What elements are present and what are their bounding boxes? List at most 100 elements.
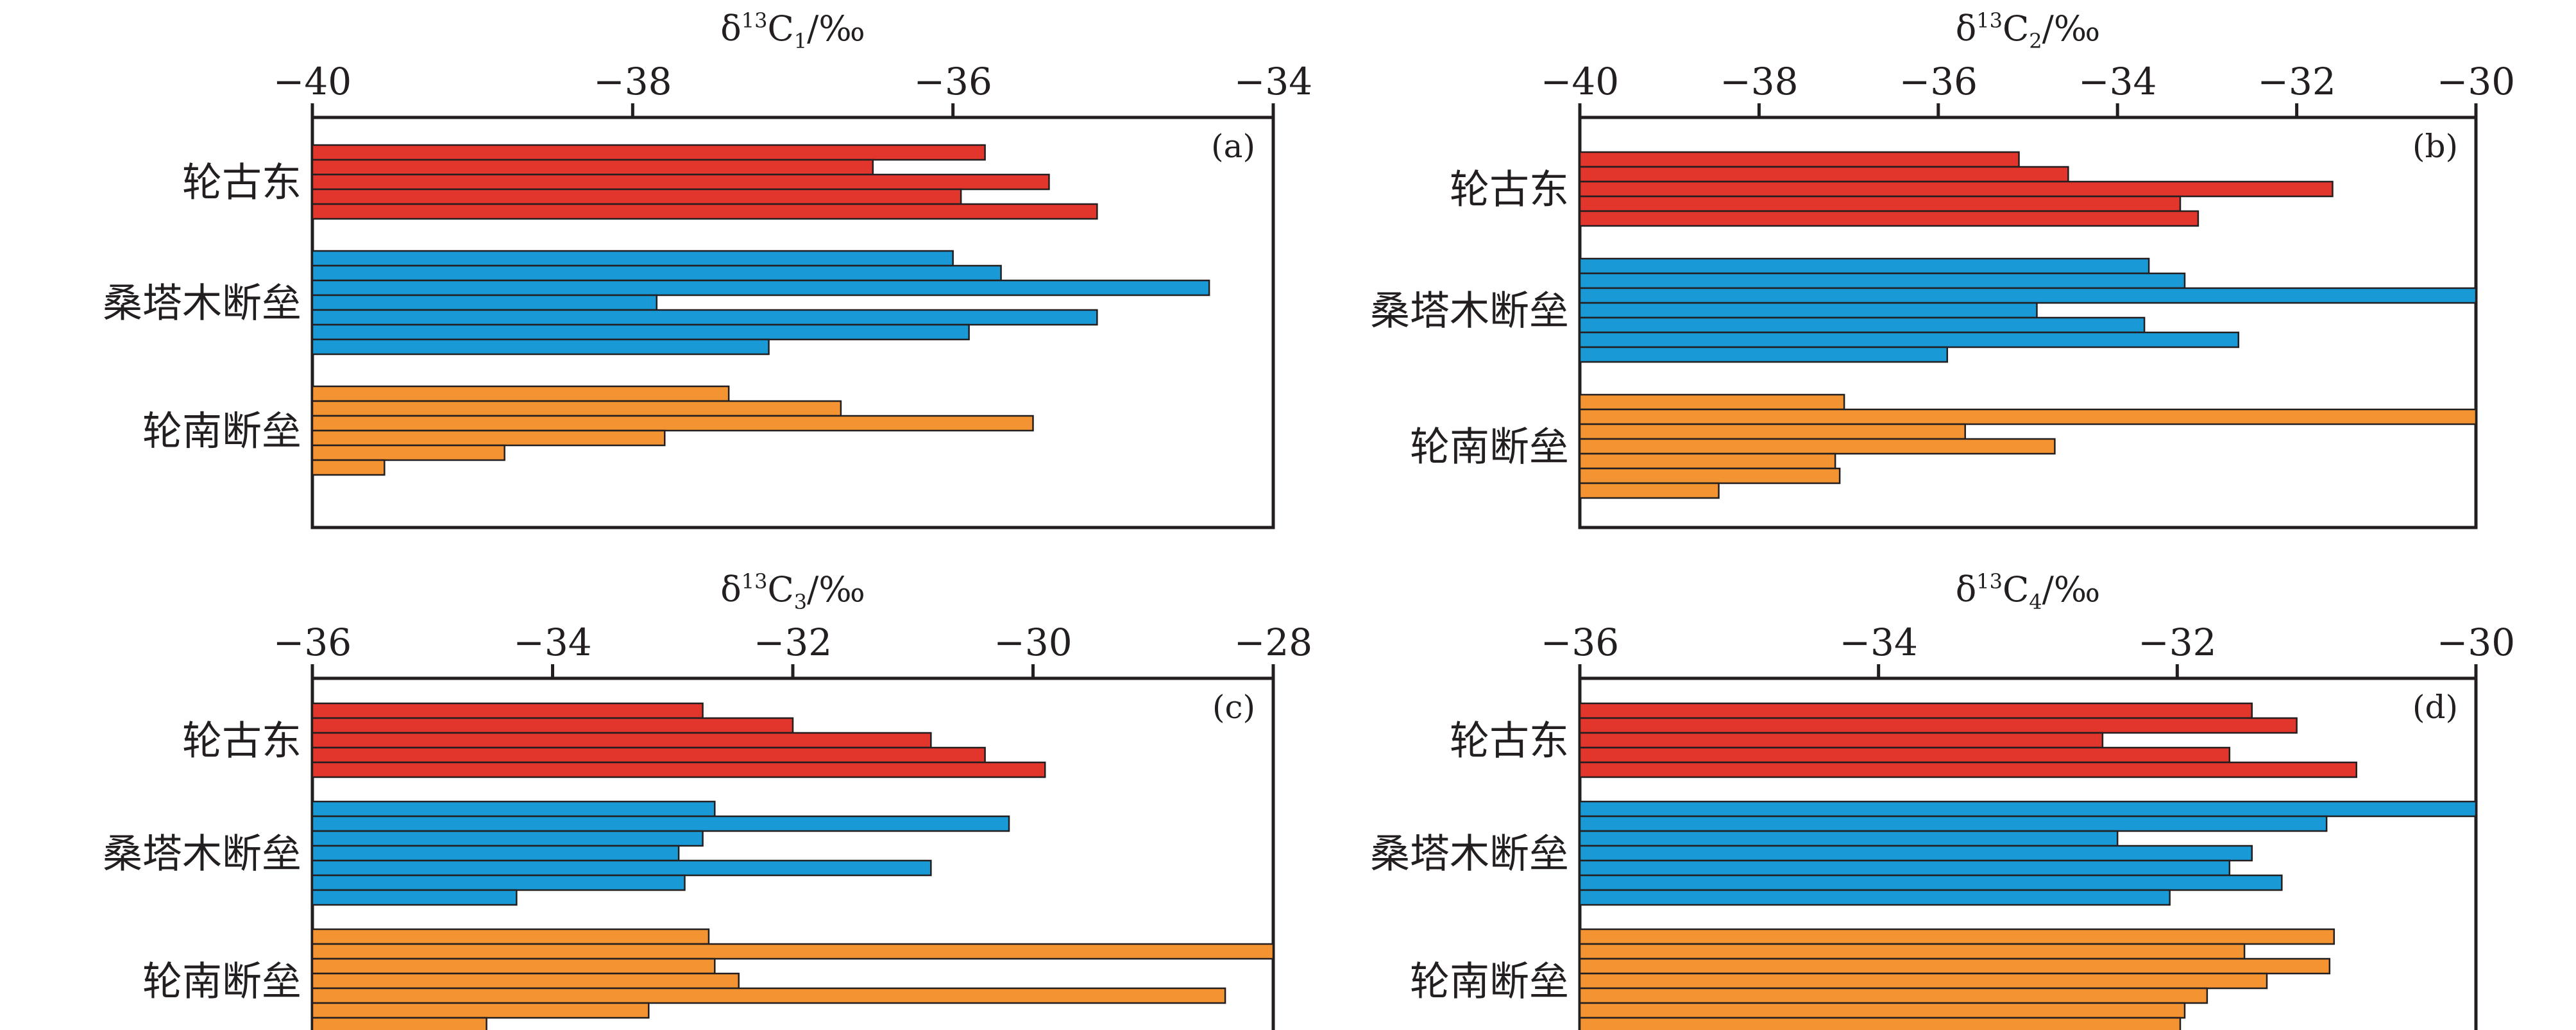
- bar: [1579, 452, 1836, 470]
- bar: [311, 159, 874, 176]
- bar: [311, 845, 680, 862]
- bar: [311, 874, 686, 891]
- bar: [1579, 151, 2020, 168]
- bar: [1579, 717, 2298, 734]
- bar: [311, 338, 770, 356]
- bar: [1579, 889, 2171, 906]
- bar: [311, 815, 1010, 832]
- bar: [1579, 210, 2199, 227]
- category-label: 轮南断垒: [1410, 424, 1569, 470]
- bar: [311, 761, 1046, 778]
- category-label: 轮南断垒: [142, 958, 301, 1005]
- bar: [311, 1017, 487, 1030]
- bar: [311, 830, 704, 847]
- panel-tag: (d): [2412, 689, 2458, 726]
- x-tick-label: −30: [2437, 621, 2515, 664]
- bar: [1579, 800, 2477, 818]
- x-tick-label: −32: [2138, 621, 2216, 664]
- bar: [1579, 302, 2038, 319]
- category-label: 轮古东: [182, 159, 301, 206]
- bar: [1579, 272, 2186, 289]
- bar: [1579, 467, 1841, 485]
- bar: [311, 717, 794, 734]
- bar: [311, 702, 704, 719]
- x-tick-label: −32: [2257, 60, 2335, 103]
- bar: [1579, 746, 2231, 764]
- bar: [311, 732, 932, 749]
- bar: [1579, 346, 1949, 363]
- bar: [311, 144, 986, 161]
- bar: [311, 957, 716, 975]
- bar: [311, 323, 970, 341]
- bar: [1579, 1017, 2182, 1030]
- bar: [1579, 815, 2328, 832]
- bar: [311, 444, 505, 461]
- bar: [311, 203, 1098, 220]
- bar: [311, 415, 1034, 432]
- bar: [311, 889, 518, 906]
- bar: [311, 385, 730, 402]
- bar: [311, 188, 962, 205]
- bar: [1579, 287, 2477, 304]
- x-tick-label: −34: [513, 621, 591, 664]
- bar: [1579, 195, 2182, 212]
- bar: [1579, 180, 2334, 198]
- bar: [1579, 972, 2268, 990]
- x-tick-label: −36: [273, 621, 352, 664]
- bar: [1579, 316, 2146, 334]
- bar: [1579, 438, 2056, 455]
- bar: [311, 264, 1002, 282]
- bar: [1579, 732, 2104, 749]
- x-axis-title: δ13C4/‰: [1956, 569, 2101, 614]
- bar: [311, 459, 386, 476]
- bar: [1579, 761, 2357, 778]
- x-tick-label: −32: [754, 621, 832, 664]
- bar: [1579, 702, 2253, 719]
- x-axis-title: δ13C2/‰: [1956, 8, 2101, 53]
- bar: [311, 279, 1210, 296]
- bar: [1579, 408, 2477, 425]
- x-tick-label: −38: [1720, 60, 1798, 103]
- bar: [311, 987, 1226, 1004]
- x-tick-label: −34: [2078, 60, 2157, 103]
- bar: [311, 972, 740, 990]
- x-tick-label: −36: [1899, 60, 1978, 103]
- x-tick-label: −36: [1541, 621, 1619, 664]
- bar: [1579, 874, 2283, 891]
- bar: [311, 400, 842, 417]
- bar: [1579, 393, 1845, 411]
- bar: [311, 859, 932, 877]
- bar: [311, 173, 1050, 191]
- x-tick-label: −38: [593, 60, 672, 103]
- category-label: 轮南断垒: [1410, 958, 1569, 1005]
- bar: [311, 928, 710, 945]
- panel-tag: (a): [1211, 128, 1255, 165]
- category-label: 桑塔木断垒: [1370, 288, 1569, 334]
- bar: [1579, 987, 2208, 1004]
- bar: [1579, 845, 2253, 862]
- x-tick-label: −40: [1541, 60, 1619, 103]
- bar: [1579, 257, 2150, 275]
- category-label: 轮古东: [1450, 717, 1569, 764]
- category-label: 桑塔木断垒: [103, 830, 301, 877]
- bar: [1579, 166, 2069, 183]
- bar: [311, 309, 1098, 326]
- x-axis-title: δ13C3/‰: [720, 569, 865, 614]
- bar: [1579, 928, 2335, 945]
- panel-tag: (b): [2412, 128, 2458, 165]
- bar: [311, 746, 986, 764]
- bar: [311, 294, 658, 311]
- bar: [311, 250, 954, 267]
- bar: [1579, 859, 2231, 877]
- bar: [1579, 482, 1720, 499]
- category-label: 轮南断垒: [142, 408, 301, 454]
- bar: [311, 943, 1275, 960]
- bar: [1579, 830, 2119, 847]
- bar: [311, 1002, 650, 1019]
- x-tick-label: −34: [1234, 60, 1312, 103]
- bar: [1579, 1002, 2186, 1019]
